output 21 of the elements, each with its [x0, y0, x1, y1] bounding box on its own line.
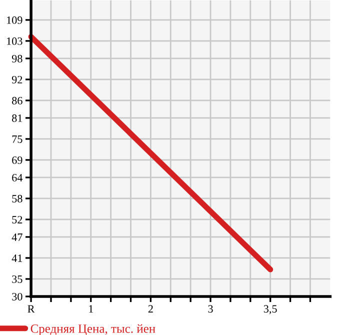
y-tick-label: 30 — [12, 292, 22, 300]
y-tick-label: 69 — [12, 156, 22, 164]
y-tick-label: 81 — [12, 114, 22, 122]
x-tick-label: 3,5 — [264, 305, 277, 314]
y-tick-label: 64 — [12, 174, 23, 182]
y-tick-label: 35 — [12, 275, 22, 283]
x-tick-label: 1 — [89, 305, 93, 313]
y-tick-label: 41 — [12, 254, 22, 262]
y-tick-label: 58 — [12, 194, 22, 202]
y-tick-label: 109 — [7, 16, 22, 24]
x-tick-label: 3 — [208, 305, 213, 313]
y-tick-label: 86 — [12, 96, 22, 104]
y-tick-label: 103 — [7, 37, 22, 45]
y-tick-label: 47 — [12, 234, 22, 241]
y-tick-label: 75 — [12, 136, 22, 143]
y-tick-label: 92 — [12, 76, 22, 84]
legend-label: Средняя Цена, тыс. йен — [30, 324, 156, 335]
x-tick-label: 2 — [148, 305, 153, 313]
x-tick-label: R — [28, 305, 35, 313]
y-tick-label: 98 — [12, 54, 22, 62]
y-tick-label: 52 — [12, 216, 22, 224]
